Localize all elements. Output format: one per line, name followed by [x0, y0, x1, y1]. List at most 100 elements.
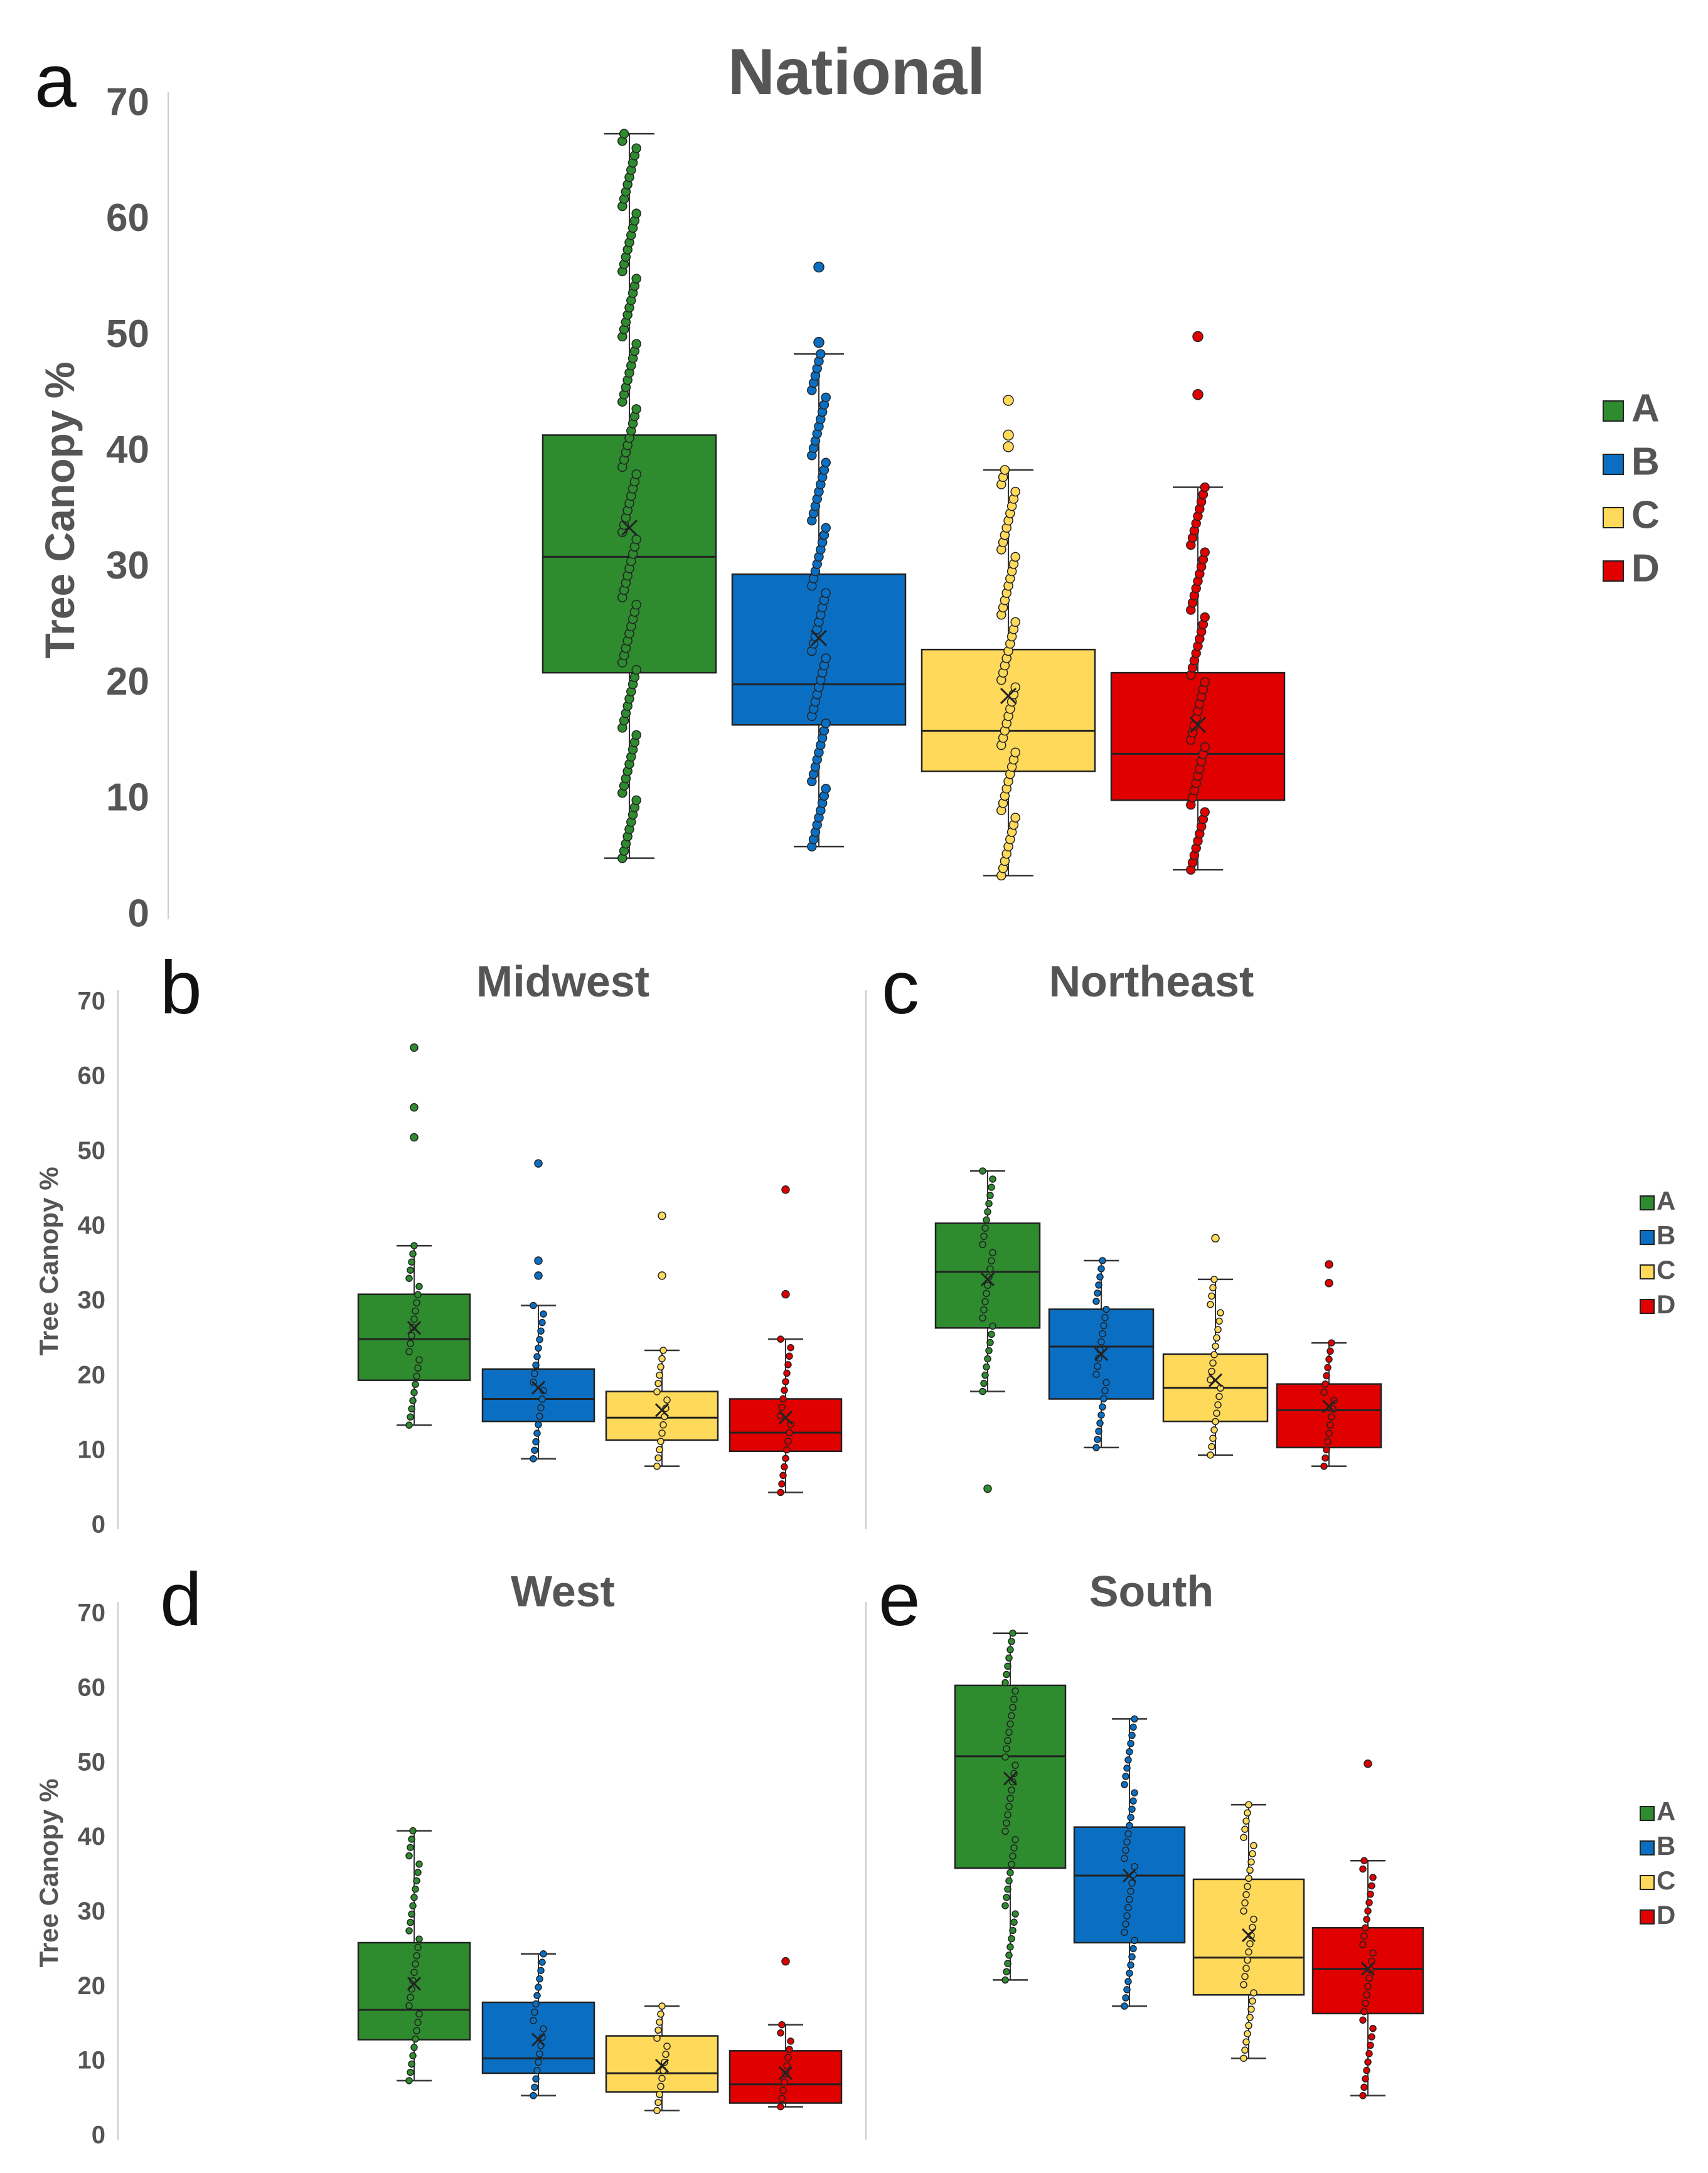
- data-point: [1207, 1301, 1214, 1308]
- data-point: [659, 1421, 667, 1429]
- data-point: [1127, 1887, 1134, 1895]
- data-point: [1365, 1974, 1373, 1982]
- box-C: [1162, 1234, 1269, 1459]
- data-point: [1214, 1326, 1222, 1333]
- data-point: [779, 1395, 787, 1402]
- data-point: [778, 2095, 786, 2103]
- data-point: [412, 1885, 419, 1893]
- legend-label-C: C: [1657, 1255, 1675, 1284]
- legend-label-A: A: [1657, 1186, 1675, 1215]
- box-B: [731, 261, 907, 852]
- box-A: [357, 1043, 471, 1429]
- data-point: [653, 1388, 661, 1396]
- box-C: [605, 2002, 719, 2115]
- data-point: [535, 2058, 542, 2066]
- y-tick-label: 10: [78, 2047, 106, 2074]
- data-point: [1006, 1869, 1014, 1877]
- data-point: [1005, 1728, 1013, 1736]
- data-point: [1010, 747, 1020, 757]
- box-B: [1073, 1715, 1186, 2010]
- mean-marker: [980, 1272, 995, 1286]
- data-point: [989, 1175, 996, 1183]
- legend-label-D: D: [1657, 1289, 1675, 1319]
- data-point: [1326, 1347, 1334, 1355]
- data-point: [405, 1274, 413, 1282]
- data-point: [1123, 1986, 1131, 1994]
- data-point: [787, 1343, 794, 1352]
- mean-marker: [407, 1977, 422, 1991]
- data-point: [533, 1429, 541, 1437]
- data-point: [1124, 1756, 1132, 1764]
- data-point: [821, 392, 831, 403]
- data-point: [981, 1371, 989, 1379]
- data-point: [538, 1318, 546, 1327]
- legend-swatch-B: [1640, 1840, 1655, 1855]
- data-point: [1099, 1257, 1106, 1264]
- data-point: [980, 1306, 988, 1314]
- legend-label-A: A: [1631, 387, 1660, 430]
- data-point: [784, 1361, 792, 1369]
- data-point: [1003, 1894, 1010, 1901]
- y-tick-label: 10: [78, 1436, 106, 1463]
- data-point: [1213, 1334, 1220, 1342]
- data-point: [1240, 1907, 1247, 1915]
- data-point: [1131, 1862, 1138, 1871]
- data-point: [415, 1283, 423, 1290]
- data-point: [1124, 1978, 1132, 1985]
- data-point: [537, 1404, 545, 1412]
- data-point: [1006, 1646, 1014, 1653]
- data-point: [1000, 465, 1010, 475]
- data-point: [1008, 1786, 1015, 1794]
- data-point: [1010, 1918, 1018, 1926]
- y-tick-label: 30: [106, 544, 149, 587]
- data-point: [536, 1975, 543, 1983]
- data-point: [1004, 1811, 1011, 1818]
- y-tick-label: 60: [78, 1674, 106, 1701]
- data-point: [1009, 1926, 1017, 1935]
- legend-swatch-C: [1640, 1264, 1655, 1279]
- data-point: [1241, 1973, 1249, 1980]
- data-point: [1209, 1284, 1217, 1291]
- mean-marker: [778, 2066, 793, 2081]
- data-point: [1001, 1827, 1009, 1835]
- data-point: [1323, 1372, 1330, 1380]
- y-tick-label: 70: [78, 988, 106, 1015]
- y-tick-label: 70: [106, 80, 149, 124]
- data-point: [631, 143, 641, 154]
- data-point: [1367, 2041, 1374, 2049]
- data-point: [1001, 1679, 1009, 1687]
- data-point: [654, 1380, 662, 1387]
- data-point: [533, 1992, 541, 1999]
- y-tick-label: 10: [106, 776, 149, 820]
- data-point: [631, 274, 641, 284]
- y-tick-label: 20: [106, 660, 149, 703]
- box-D: [1276, 1260, 1382, 1470]
- data-point: [1131, 1715, 1138, 1723]
- data-point: [1004, 1662, 1011, 1670]
- legend-swatch-D: [1640, 1909, 1655, 1925]
- outlier-point: [1192, 331, 1204, 343]
- data-point: [1101, 1387, 1109, 1394]
- outlier-point: [1192, 389, 1204, 400]
- data-point: [536, 2050, 543, 2058]
- data-point: [1010, 813, 1020, 823]
- data-point: [1364, 1907, 1372, 1915]
- y-tick-label: 40: [106, 429, 149, 472]
- data-point: [1244, 2030, 1251, 2037]
- y-tick-label: 30: [78, 1286, 106, 1314]
- data-point: [1241, 2046, 1249, 2054]
- y-tick-label: 50: [78, 1137, 106, 1165]
- data-point: [821, 653, 831, 663]
- box-B: [1048, 1257, 1155, 1451]
- data-point: [532, 2075, 540, 2083]
- data-point: [781, 2078, 788, 2086]
- data-point: [409, 1250, 417, 1257]
- data-point: [1241, 1825, 1249, 1833]
- data-point: [1123, 1838, 1131, 1846]
- data-point: [413, 1877, 420, 1885]
- data-point: [1001, 1753, 1009, 1761]
- data-point: [1321, 1454, 1329, 1462]
- data-point: [1208, 1292, 1215, 1300]
- data-point: [1009, 1704, 1017, 1711]
